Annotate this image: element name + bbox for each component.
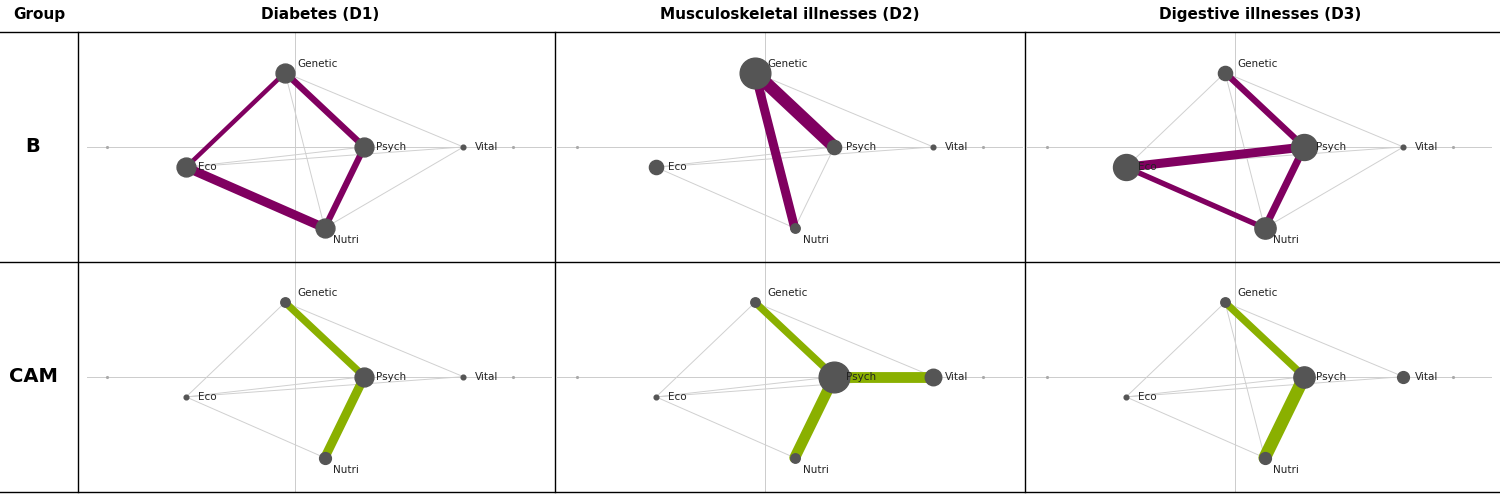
- Text: Nutri: Nutri: [1272, 464, 1299, 475]
- Text: Musculoskeletal illnesses (D2): Musculoskeletal illnesses (D2): [660, 7, 920, 22]
- Text: Eco: Eco: [198, 392, 216, 402]
- Text: Psych: Psych: [1316, 142, 1347, 152]
- Text: Nutri: Nutri: [802, 464, 828, 475]
- Text: Psych: Psych: [1316, 371, 1347, 382]
- Text: Vital: Vital: [1414, 371, 1438, 382]
- Text: Genetic: Genetic: [1238, 59, 1278, 69]
- Text: Eco: Eco: [668, 162, 687, 172]
- Text: Eco: Eco: [668, 392, 687, 402]
- Text: Genetic: Genetic: [297, 288, 338, 298]
- Text: Nutri: Nutri: [1272, 235, 1299, 245]
- Text: Genetic: Genetic: [766, 288, 807, 298]
- Text: Genetic: Genetic: [766, 59, 807, 69]
- Text: Psych: Psych: [846, 142, 876, 152]
- Text: Eco: Eco: [1138, 162, 1156, 172]
- Text: Vital: Vital: [945, 142, 969, 152]
- Text: Nutri: Nutri: [333, 464, 358, 475]
- Text: Psych: Psych: [376, 371, 406, 382]
- Text: B: B: [26, 137, 40, 157]
- Text: Genetic: Genetic: [1238, 288, 1278, 298]
- Text: Vital: Vital: [1414, 142, 1438, 152]
- Text: Digestive illnesses (D3): Digestive illnesses (D3): [1158, 7, 1360, 22]
- Text: Vital: Vital: [476, 371, 498, 382]
- Text: Eco: Eco: [1138, 392, 1156, 402]
- Text: Nutri: Nutri: [333, 235, 358, 245]
- Text: Nutri: Nutri: [802, 235, 828, 245]
- Text: CAM: CAM: [9, 367, 57, 386]
- Text: Group: Group: [13, 7, 64, 22]
- Text: Eco: Eco: [198, 162, 216, 172]
- Text: Vital: Vital: [945, 371, 969, 382]
- Text: Psych: Psych: [846, 371, 876, 382]
- Text: Diabetes (D1): Diabetes (D1): [261, 7, 380, 22]
- Text: Psych: Psych: [376, 142, 406, 152]
- Text: Genetic: Genetic: [297, 59, 338, 69]
- Text: Vital: Vital: [476, 142, 498, 152]
